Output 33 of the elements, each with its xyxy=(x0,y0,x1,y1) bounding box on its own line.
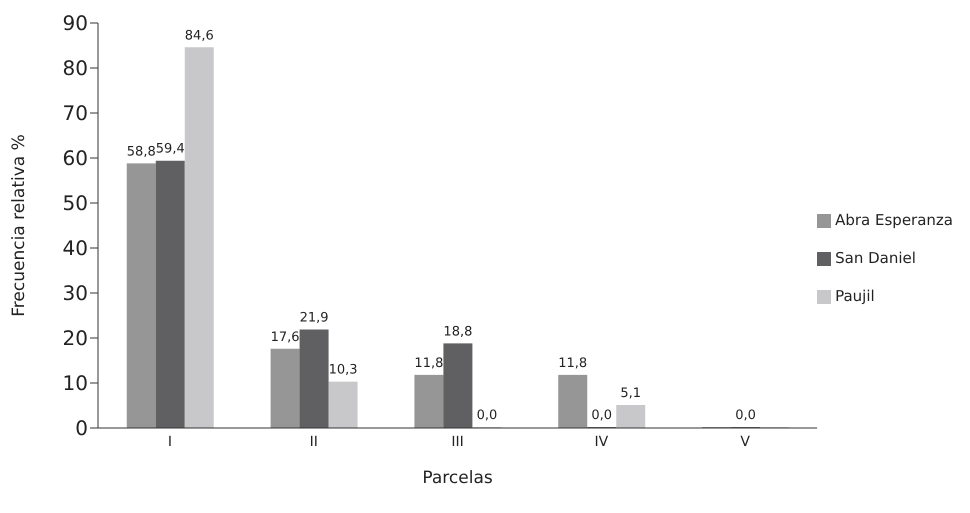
data-label: 11,8 xyxy=(558,356,588,371)
x-tick-label: III xyxy=(451,434,464,450)
y-tick-label: 40 xyxy=(62,236,88,260)
x-tick-label: I xyxy=(168,434,172,450)
legend-label: Paujil xyxy=(835,287,875,305)
data-label: 0,0 xyxy=(476,408,498,423)
data-label: 5,1 xyxy=(620,386,642,402)
data-label: 17,6 xyxy=(270,330,300,345)
x-tick-label: II xyxy=(310,434,318,450)
y-tick-label: 50 xyxy=(62,191,88,216)
data-label: 18,8 xyxy=(443,324,472,340)
y-tick-label: 60 xyxy=(62,146,88,170)
data-label: 58,8 xyxy=(126,144,156,160)
data-label: 21,9 xyxy=(300,310,329,326)
y-tick-label: 0 xyxy=(75,416,88,440)
y-tick-label: 80 xyxy=(62,56,88,80)
y-tick-label: 70 xyxy=(62,101,88,126)
x-tick-label: IV xyxy=(594,434,609,450)
y-tick-label: 30 xyxy=(62,281,88,306)
data-label: 0,0 xyxy=(735,408,756,423)
data-label: 0,0 xyxy=(591,408,612,423)
legend-label: San Daniel xyxy=(835,249,916,267)
x-axis-title: Parcelas xyxy=(422,468,493,488)
y-tick-label: 90 xyxy=(62,11,88,36)
data-label: 59,4 xyxy=(156,142,185,157)
data-label: 11,8 xyxy=(414,356,444,371)
legend-label: Abra Esperanza xyxy=(835,211,953,229)
y-axis-title: Frecuencia relativa % xyxy=(9,134,30,317)
x-tick-label: V xyxy=(740,434,750,450)
y-tick-label: 10 xyxy=(62,371,88,396)
y-tick-label: 20 xyxy=(62,326,88,350)
data-label: 84,6 xyxy=(184,28,214,44)
data-label: 10,3 xyxy=(328,362,358,378)
